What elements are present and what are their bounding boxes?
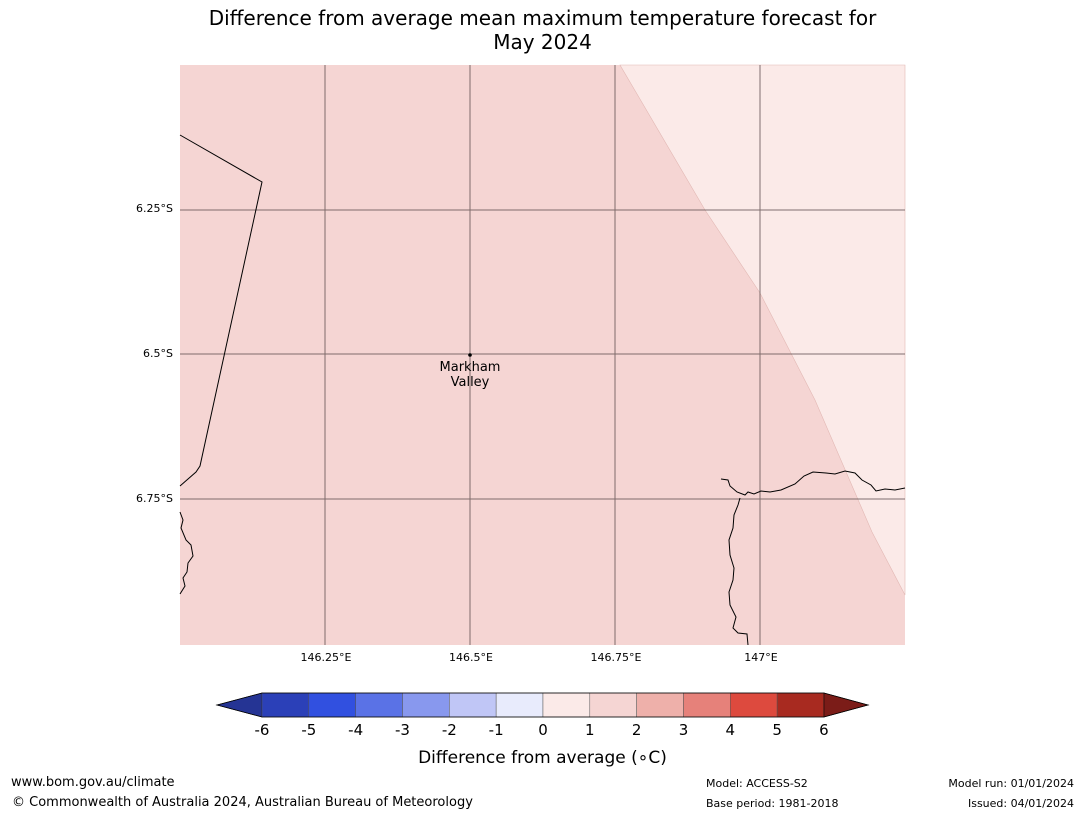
river-east	[728, 497, 749, 646]
colorbar-tick-label: -6	[254, 721, 270, 739]
colorbar-tick-label: -4	[348, 721, 364, 739]
colorbar-tick-label: 4	[725, 721, 736, 739]
colorbar-tick-label: 0	[538, 721, 548, 739]
colorbar-tick-label: 2	[631, 721, 642, 739]
footer-website: www.bom.gov.au/climate	[11, 775, 175, 790]
footer-issued: Issued: 04/01/2024	[967, 797, 1074, 810]
colorbar-tick-label: -5	[301, 721, 317, 739]
colorbar-tick-label: -1	[488, 721, 504, 739]
boundaries	[179, 134, 906, 646]
province-boundary	[179, 134, 263, 487]
colorbar-swatch	[495, 692, 544, 718]
place-label-line-2: Valley	[450, 375, 490, 390]
footer-copyright: © Commonwealth of Australia 2024, Austra…	[12, 795, 473, 810]
lon-label-147: 147°E	[744, 651, 778, 664]
footer-model-run: Model run: 01/01/2024	[948, 777, 1074, 790]
lon-label-146-25: 146.25°E	[300, 651, 352, 664]
colorbar-swatch	[308, 692, 356, 718]
colorbar-swatch	[355, 692, 403, 718]
map-title-line-2: May 2024	[493, 30, 592, 54]
colorbar-tick-label: 3	[678, 721, 689, 739]
dot-icon	[468, 353, 472, 357]
colorbar-swatch	[589, 692, 637, 718]
colorbar-outline	[215, 692, 870, 718]
colorbar-swatch	[542, 692, 591, 718]
lat-label-6-75: 6.75°S	[136, 492, 173, 505]
colorbar-tick-label: 5	[772, 721, 782, 739]
footer-model: Model: ACCESS-S2	[706, 777, 808, 790]
lon-label-146-75: 146.75°E	[590, 651, 642, 664]
place-label-line-1: Markham	[439, 360, 501, 375]
colorbar-swatch	[449, 692, 497, 718]
colorbar-swatch	[636, 692, 684, 718]
colorbar-extend-high	[823, 692, 870, 718]
colorbar-tick-label: 1	[585, 721, 595, 739]
map-title-line-1: Difference from average mean maximum tem…	[208, 6, 877, 30]
colorbar-swatch	[683, 692, 731, 718]
place-label-markham-valley: Markham Valley	[420, 360, 520, 390]
colorbar-swatch	[261, 692, 310, 718]
lon-label-146-5: 146.5°E	[449, 651, 493, 664]
colorbar-swatch	[776, 692, 825, 718]
colorbar-swatch	[402, 692, 450, 718]
colorbar-label: Difference from average (∘C)	[418, 748, 667, 768]
colorbar-tick-label: 6	[819, 721, 829, 739]
map-title: Difference from average mean maximum tem…	[0, 6, 1085, 54]
gridlines	[180, 65, 905, 645]
colorbar-swatch	[730, 692, 778, 718]
region-anomaly-0-to-1	[619, 64, 906, 596]
coastline-east	[720, 470, 906, 496]
colorbar-tick-label: -2	[441, 721, 457, 739]
colorbar-extend-low	[215, 692, 263, 718]
footer-base-period: Base period: 1981-2018	[706, 797, 839, 810]
coastline-west	[179, 511, 194, 595]
colorbar	[215, 692, 870, 718]
colorbar-tick-label: -3	[395, 721, 410, 739]
lat-label-6-5: 6.5°S	[143, 347, 173, 360]
lat-label-6-25: 6.25°S	[136, 202, 173, 215]
